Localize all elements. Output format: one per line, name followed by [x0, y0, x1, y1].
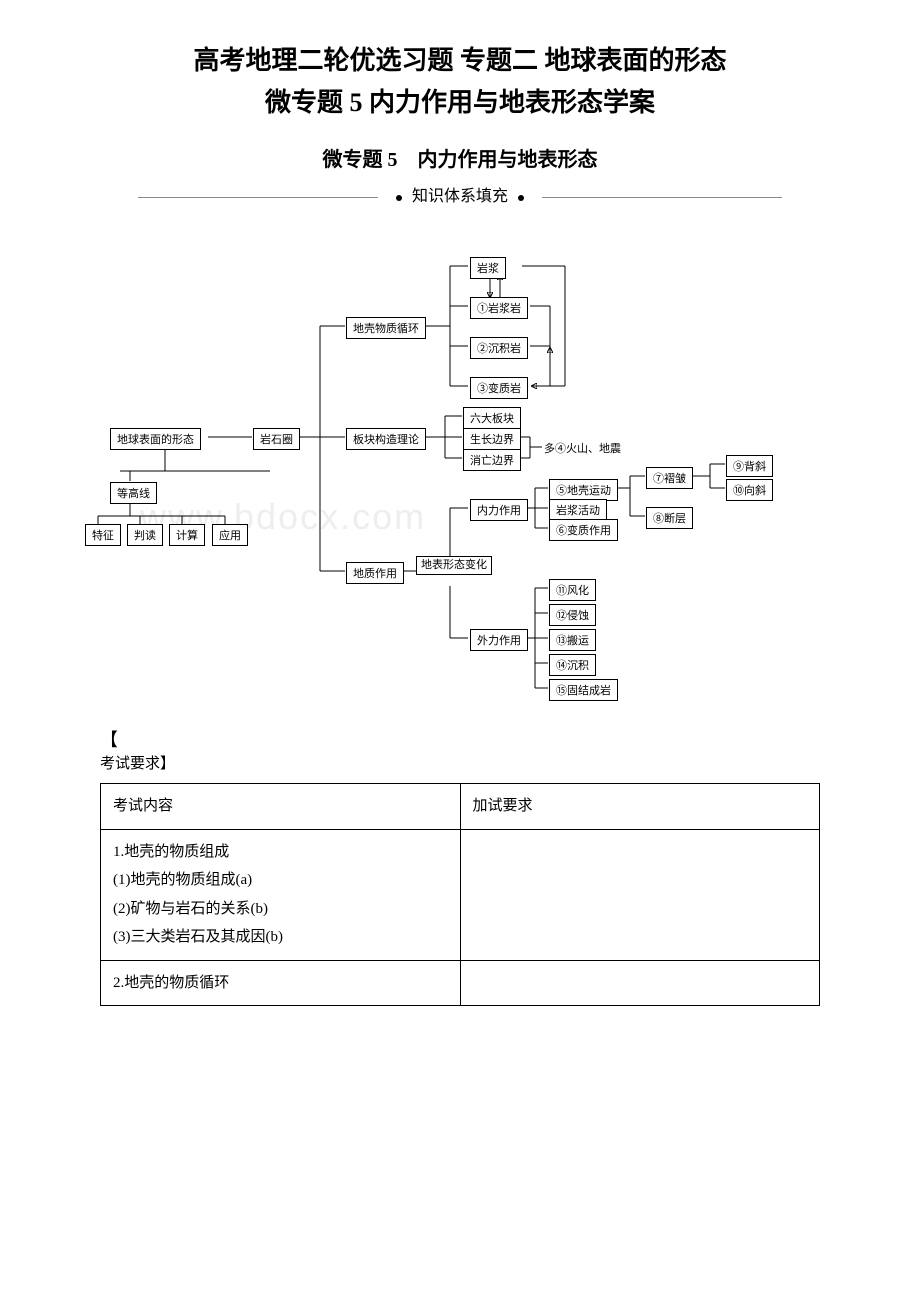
knowledge-diagram: www.bdocx.com — [90, 226, 830, 706]
node-plate-theory: 板块构造理论 — [346, 428, 426, 450]
node-plate-grow: 生长边界 — [463, 428, 521, 450]
exam-req-label: 考试要求】 — [100, 752, 820, 773]
node-ext1: ⑪风化 — [549, 579, 596, 601]
cell-row1-right — [460, 829, 820, 960]
node-rock2: ②沉积岩 — [470, 337, 528, 359]
node-lithosphere: 岩石圈 — [253, 428, 300, 450]
cell-row1: 1.地壳的物质组成 (1)地壳的物质组成(a) (2)矿物与岩石的关系(b) (… — [101, 829, 461, 960]
main-title: 高考地理二轮优选习题 专题二 地球表面的形态 微专题 5 内力作用与地表形态学案 — [60, 40, 860, 123]
node-contour-c1: 判读 — [127, 524, 163, 546]
node-surface-change: 地表形态变化 — [416, 556, 492, 575]
node-internal-c3: ⑥变质作用 — [549, 519, 618, 541]
section-header: 知识体系填充 — [60, 182, 860, 206]
node-plate-note: 多④火山、地震 — [544, 440, 621, 456]
node-fold: ⑦褶皱 — [646, 467, 693, 489]
row1-line0: 1.地壳的物质组成 — [113, 838, 448, 867]
node-ext3: ⑬搬运 — [549, 629, 596, 651]
cell-row2-right — [460, 960, 820, 1006]
sub-title: 微专题 5 内力作用与地表形态 — [60, 143, 860, 172]
node-contour-c2: 计算 — [169, 524, 205, 546]
node-rock1: ①岩浆岩 — [470, 297, 528, 319]
node-ext2: ⑫侵蚀 — [549, 604, 596, 626]
row1-line2: (2)矿物与岩石的关系(b) — [113, 895, 448, 924]
node-magma: 岩浆 — [470, 257, 506, 279]
node-root: 地球表面的形态 — [110, 428, 201, 450]
document-body: 【 考试要求】 考试内容 加试要求 1.地壳的物质组成 (1)地壳的物质组成(a… — [100, 726, 820, 1006]
node-plate-die: 消亡边界 — [463, 449, 521, 471]
cell-row2: 2.地壳的物质循环 — [101, 960, 461, 1006]
header-left: 考试内容 — [101, 784, 461, 830]
exam-req-bracket-open: 【 — [100, 726, 820, 752]
table-row: 2.地壳的物质循环 — [101, 960, 820, 1006]
node-internal: 内力作用 — [470, 499, 528, 521]
dot-right — [518, 195, 524, 201]
node-geo-action: 地质作用 — [346, 562, 404, 584]
row1-line3: (3)三大类岩石及其成因(b) — [113, 923, 448, 952]
node-contour-c0: 特征 — [85, 524, 121, 546]
header-right: 加试要求 — [460, 784, 820, 830]
node-cycle: 地壳物质循环 — [346, 317, 426, 339]
title-line-1: 高考地理二轮优选习题 专题二 地球表面的形态 — [193, 46, 726, 75]
node-surface-change-text: 地表形态变化 — [421, 559, 487, 571]
requirements-table: 考试内容 加试要求 1.地壳的物质组成 (1)地壳的物质组成(a) (2)矿物与… — [100, 783, 820, 1006]
diagram-lines — [90, 226, 830, 706]
node-anticline: ⑨背斜 — [726, 455, 773, 477]
table-row: 考试内容 加试要求 — [101, 784, 820, 830]
title-line-2: 微专题 5 内力作用与地表形态学案 — [265, 88, 655, 117]
node-ext4: ⑭沉积 — [549, 654, 596, 676]
node-internal-c2: 岩浆活动 — [549, 499, 607, 521]
node-external: 外力作用 — [470, 629, 528, 651]
row1-line1: (1)地壳的物质组成(a) — [113, 866, 448, 895]
node-syncline: ⑩向斜 — [726, 479, 773, 501]
node-plate-six: 六大板块 — [463, 407, 521, 429]
node-contour-c3: 应用 — [212, 524, 248, 546]
node-internal-c1: ⑤地壳运动 — [549, 479, 618, 501]
node-ext5: ⑮固结成岩 — [549, 679, 618, 701]
node-rock3: ③变质岩 — [470, 377, 528, 399]
section-header-text: 知识体系填充 — [412, 188, 508, 205]
node-contour: 等高线 — [110, 482, 157, 504]
node-fault: ⑧断层 — [646, 507, 693, 529]
dot-left — [396, 195, 402, 201]
table-row: 1.地壳的物质组成 (1)地壳的物质组成(a) (2)矿物与岩石的关系(b) (… — [101, 829, 820, 960]
